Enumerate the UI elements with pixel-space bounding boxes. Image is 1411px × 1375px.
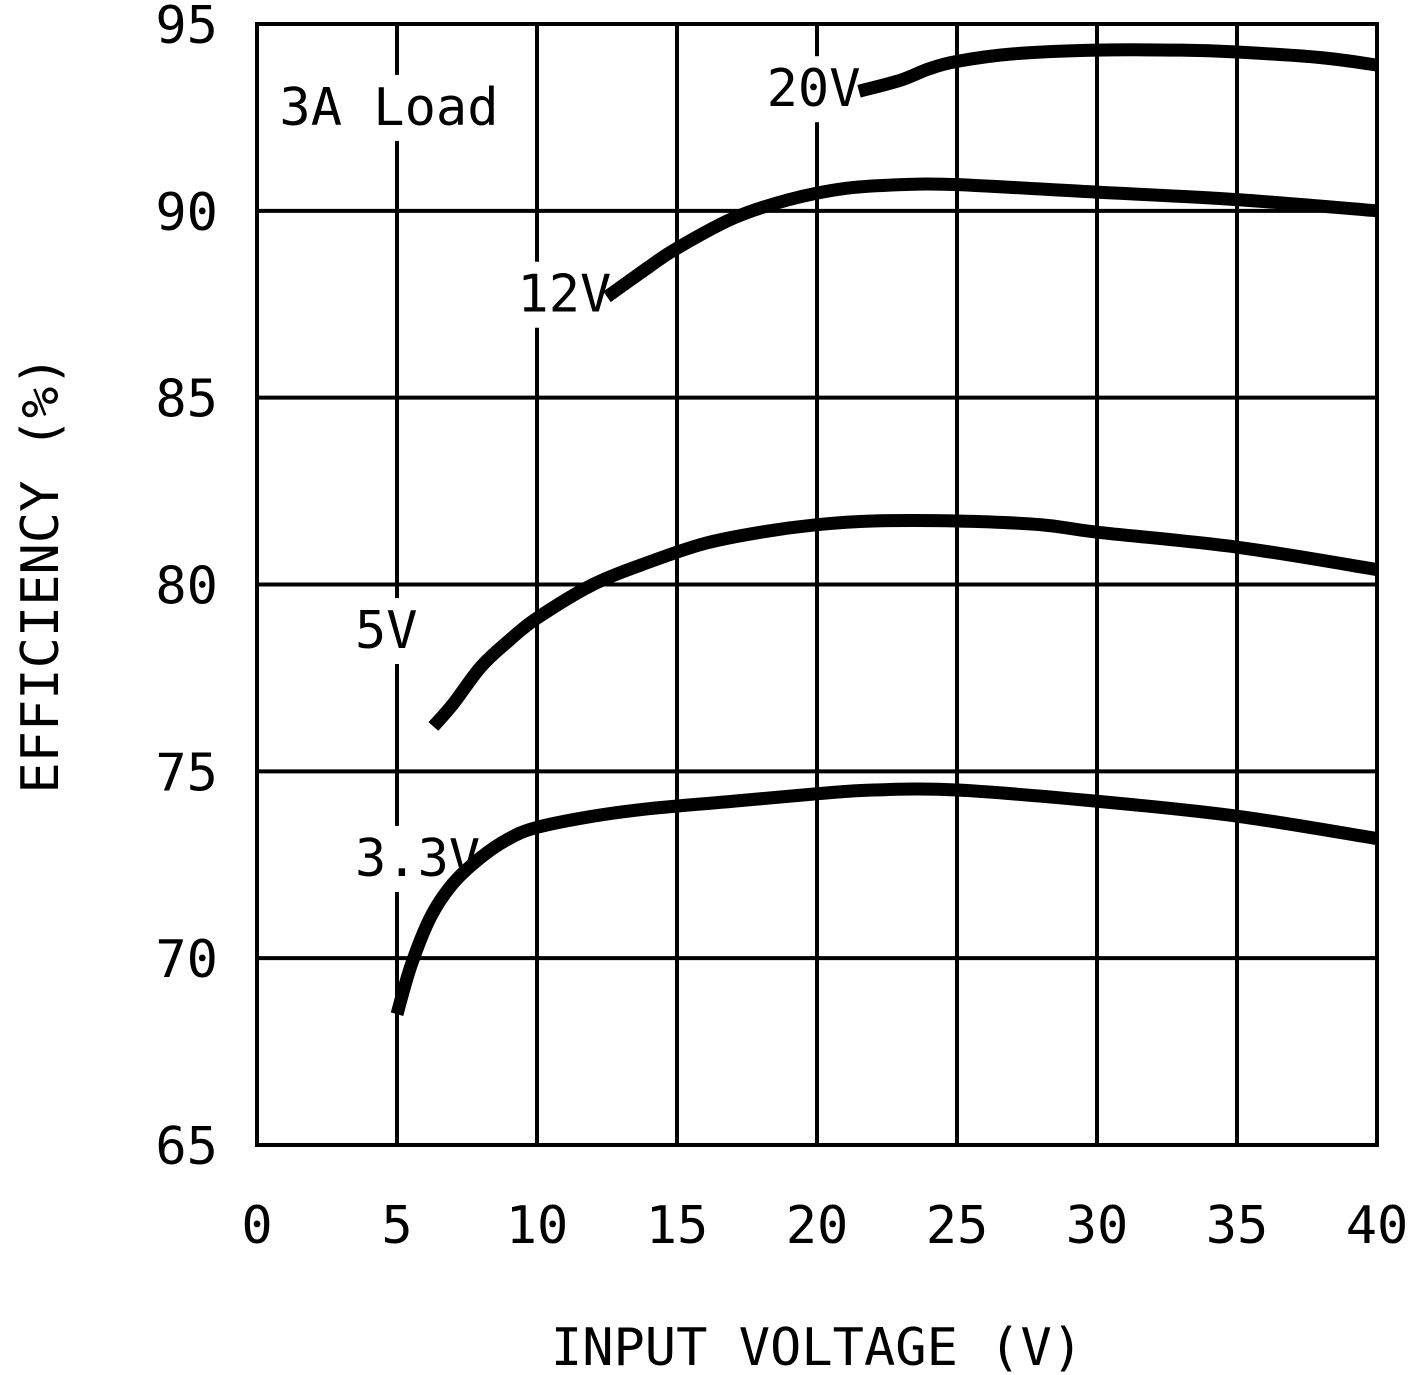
series-label: 20V [767,59,861,119]
x-tick-label: 15 [646,1196,709,1256]
x-tick-labels: 0 5 10 15 20 25 30 35 40 [241,1196,1408,1256]
label-mask [343,598,431,665]
y-tick-label: 70 [155,930,218,990]
y-axis-title: EFFICIENCY (%) [11,355,71,793]
y-tick-label: 95 [155,0,218,56]
y-tick-label: 80 [155,557,218,617]
load-annotation: 3A Load [279,78,498,138]
label-masks [267,56,875,892]
x-tick-label: 5 [381,1196,412,1256]
series-lines [390,43,1379,1017]
x-tick-label: 20 [786,1196,849,1256]
x-tick-label: 25 [926,1196,989,1256]
x-axis-title: INPUT VOLTAGE (V) [551,1318,1083,1375]
label-mask [505,261,626,328]
y-tick-labels: 65 70 75 80 85 90 95 [155,0,218,1177]
plot-frame [255,22,1379,1147]
grid-lines [257,24,1377,1145]
y-tick-label: 75 [155,743,218,803]
series-label: 5V [355,601,418,661]
series-line [603,177,1378,303]
x-tick-label: 10 [506,1196,569,1256]
y-tick-label: 85 [155,370,218,430]
y-tick-label: 65 [155,1117,218,1177]
x-tick-label: 30 [1066,1196,1129,1256]
x-tick-label: 40 [1346,1196,1409,1256]
series-line [390,782,1379,1017]
series-label: 12V [517,265,611,325]
annotation-mask [267,74,516,141]
series-label: 3.3V [355,829,480,889]
label-mask [754,56,875,123]
y-tick-label: 90 [155,183,218,243]
x-tick-label: 0 [241,1196,272,1256]
series-line [428,514,1379,731]
series-labels: 3.3V 5V 12V 20V [355,59,861,889]
series-line [857,43,1378,98]
x-tick-label: 35 [1206,1196,1269,1256]
